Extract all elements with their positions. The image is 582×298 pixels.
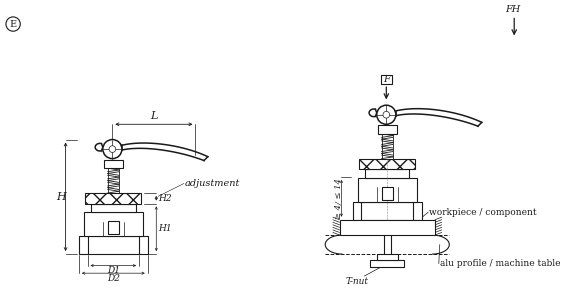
Text: T-nut: T-nut	[345, 277, 368, 286]
Text: H1: H1	[158, 224, 172, 233]
Text: F: F	[383, 75, 390, 84]
Circle shape	[377, 105, 396, 124]
Bar	[339, 220, 435, 235]
Text: adjustment: adjustment	[185, 179, 240, 188]
Bar	[91, 204, 136, 212]
Bar	[377, 254, 398, 260]
Text: H2: H2	[158, 194, 172, 203]
Bar	[365, 169, 410, 178]
Text: H: H	[56, 192, 66, 202]
Bar	[79, 236, 148, 254]
Bar	[104, 160, 123, 168]
Bar	[353, 201, 421, 220]
Text: FH: FH	[506, 4, 521, 14]
Text: D1: D1	[107, 266, 120, 275]
Bar	[358, 178, 417, 201]
Circle shape	[383, 111, 389, 118]
Circle shape	[6, 17, 20, 31]
Circle shape	[109, 146, 116, 153]
Bar	[359, 159, 416, 169]
Bar	[85, 193, 141, 204]
Text: L: L	[150, 111, 158, 121]
Text: ≥ 4/ ≤ 14: ≥ 4/ ≤ 14	[335, 178, 343, 219]
Bar	[381, 74, 392, 84]
Text: workpiece / component: workpiece / component	[430, 208, 537, 217]
Circle shape	[103, 139, 122, 159]
Text: alu profile / machine table: alu profile / machine table	[440, 259, 560, 268]
Bar	[108, 221, 119, 234]
Text: E: E	[9, 20, 17, 29]
Bar	[370, 260, 404, 267]
Bar	[84, 212, 143, 236]
Bar	[382, 187, 393, 200]
Text: D2: D2	[107, 274, 120, 283]
Bar	[378, 125, 397, 134]
